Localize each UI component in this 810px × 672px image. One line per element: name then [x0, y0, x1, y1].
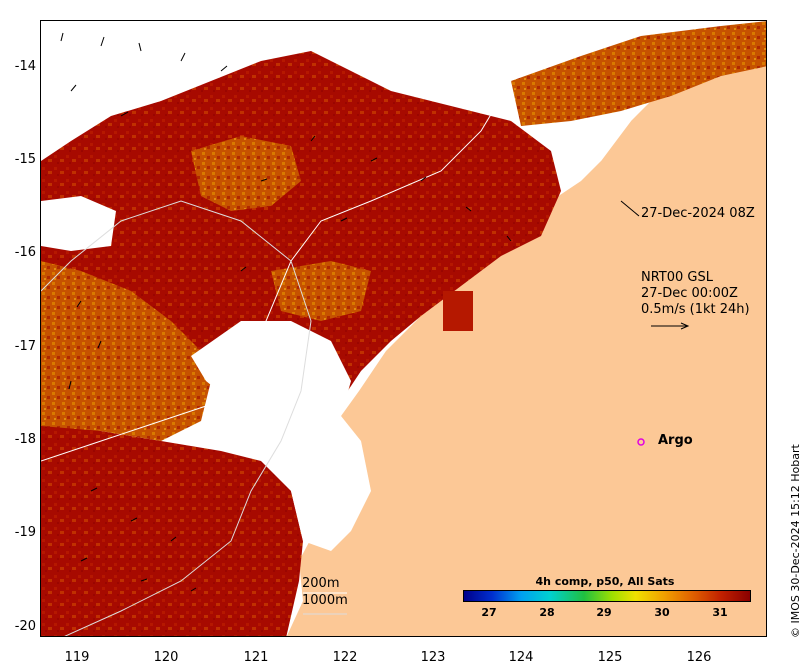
- colorbar-tick: 28: [539, 606, 555, 619]
- nodata-coast: [291, 416, 371, 551]
- isobath-200m-label: 200m: [302, 576, 340, 591]
- x-tick: 123: [420, 650, 446, 665]
- nodata-ne: [371, 21, 511, 86]
- sst-mid-north: [191, 136, 301, 211]
- current-source-label: NRT00 GSL: [641, 270, 713, 285]
- nodata-east: [561, 116, 631, 171]
- x-tick: 120: [153, 650, 179, 665]
- colorbar-gradient: [463, 590, 751, 602]
- current-vectors: [60, 32, 512, 592]
- y-tick: -19: [14, 525, 36, 540]
- nodata-west: [41, 196, 116, 251]
- satellite-time-label: 27-Dec-2024 08Z: [641, 206, 755, 221]
- x-tick: 121: [243, 650, 269, 665]
- sst-mid-west: [41, 261, 211, 441]
- x-tick: 124: [508, 650, 534, 665]
- nodata-center: [191, 321, 351, 431]
- x-tick: 122: [332, 650, 358, 665]
- scale-arrow: [651, 322, 690, 330]
- argo-label: Argo: [658, 433, 693, 448]
- isobath-1000m: [41, 200, 312, 636]
- colorbar-tick: 31: [712, 606, 728, 619]
- nodata-north: [41, 21, 261, 131]
- x-tick: 125: [597, 650, 623, 665]
- y-tick: -15: [14, 152, 36, 167]
- sst-mid-ne: [511, 21, 766, 126]
- land-mass: [286, 41, 766, 636]
- credit-label: © IMOS 30-Dec-2024 15:12 Hobart: [789, 444, 802, 638]
- sst-map-canvas: [41, 21, 766, 636]
- current-time-label: 27-Dec 00:00Z: [641, 286, 738, 301]
- y-tick: -18: [14, 432, 36, 447]
- y-tick: -20: [14, 619, 36, 634]
- colorbar-tick: 29: [596, 606, 612, 619]
- vector-scale-label: 0.5m/s (1kt 24h): [641, 302, 750, 317]
- isobath-1000m-label: 1000m: [302, 593, 348, 608]
- time-pointer-line: [620, 200, 640, 217]
- sst-warm-south: [41, 421, 303, 636]
- y-tick: -16: [14, 245, 36, 260]
- argo-marker: [637, 438, 645, 446]
- colorbar-tick: 27: [481, 606, 497, 619]
- x-tick: 126: [686, 650, 712, 665]
- y-tick: -17: [14, 339, 36, 354]
- sst-map: [40, 20, 767, 637]
- isobath-200m: [41, 80, 512, 462]
- colorbar-tick: 30: [654, 606, 670, 619]
- sst-mid-center: [271, 261, 371, 321]
- x-tick: 119: [64, 650, 90, 665]
- colorbar-title: 4h comp, p50, All Sats: [535, 575, 675, 588]
- y-tick: -14: [14, 59, 36, 74]
